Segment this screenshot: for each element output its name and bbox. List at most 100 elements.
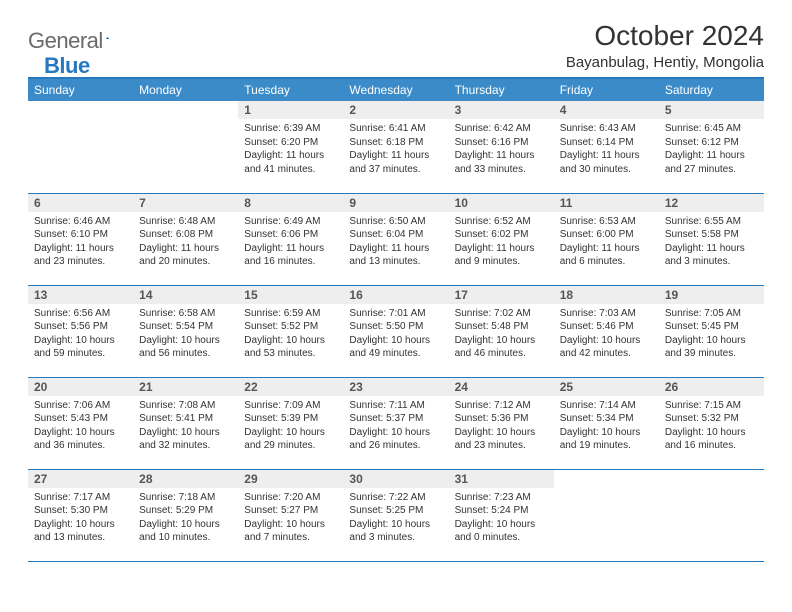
sunset-text: Sunset: 5:43 PM bbox=[34, 412, 127, 426]
day-number: 8 bbox=[238, 194, 343, 212]
sunrise-text: Sunrise: 6:42 AM bbox=[455, 122, 548, 136]
weekday-header: Sunday bbox=[28, 78, 133, 101]
sunset-text: Sunset: 5:34 PM bbox=[560, 412, 653, 426]
day-details: Sunrise: 7:02 AMSunset: 5:48 PMDaylight:… bbox=[449, 304, 554, 365]
calendar-week: ....1Sunrise: 6:39 AMSunset: 6:20 PMDayl… bbox=[28, 101, 764, 193]
daylight-text: Daylight: 10 hours and 16 minutes. bbox=[665, 426, 758, 453]
day-details: Sunrise: 7:22 AMSunset: 5:25 PMDaylight:… bbox=[343, 488, 448, 549]
sunrise-text: Sunrise: 6:53 AM bbox=[560, 215, 653, 229]
day-number: 6 bbox=[28, 194, 133, 212]
day-number: 22 bbox=[238, 378, 343, 396]
day-details: Sunrise: 6:59 AMSunset: 5:52 PMDaylight:… bbox=[238, 304, 343, 365]
day-number: 28 bbox=[133, 470, 238, 488]
daylight-text: Daylight: 10 hours and 0 minutes. bbox=[455, 518, 548, 545]
day-details: Sunrise: 6:41 AMSunset: 6:18 PMDaylight:… bbox=[343, 119, 448, 180]
daylight-text: Daylight: 10 hours and 56 minutes. bbox=[139, 334, 232, 361]
sunset-text: Sunset: 5:41 PM bbox=[139, 412, 232, 426]
sunset-text: Sunset: 5:48 PM bbox=[455, 320, 548, 334]
day-number: 26 bbox=[659, 378, 764, 396]
calendar-cell: 3Sunrise: 6:42 AMSunset: 6:16 PMDaylight… bbox=[449, 101, 554, 193]
daylight-text: Daylight: 11 hours and 30 minutes. bbox=[560, 149, 653, 176]
daylight-text: Daylight: 10 hours and 29 minutes. bbox=[244, 426, 337, 453]
calendar-cell: 23Sunrise: 7:11 AMSunset: 5:37 PMDayligh… bbox=[343, 377, 448, 469]
sunset-text: Sunset: 6:10 PM bbox=[34, 228, 127, 242]
day-details: Sunrise: 6:45 AMSunset: 6:12 PMDaylight:… bbox=[659, 119, 764, 180]
calendar-cell: 9Sunrise: 6:50 AMSunset: 6:04 PMDaylight… bbox=[343, 193, 448, 285]
sunrise-text: Sunrise: 7:18 AM bbox=[139, 491, 232, 505]
sunrise-text: Sunrise: 6:49 AM bbox=[244, 215, 337, 229]
sunset-text: Sunset: 5:39 PM bbox=[244, 412, 337, 426]
day-details: Sunrise: 7:06 AMSunset: 5:43 PMDaylight:… bbox=[28, 396, 133, 457]
calendar-cell: 27Sunrise: 7:17 AMSunset: 5:30 PMDayligh… bbox=[28, 469, 133, 561]
sunrise-text: Sunrise: 6:43 AM bbox=[560, 122, 653, 136]
daylight-text: Daylight: 11 hours and 16 minutes. bbox=[244, 242, 337, 269]
day-details: Sunrise: 7:23 AMSunset: 5:24 PMDaylight:… bbox=[449, 488, 554, 549]
day-details: Sunrise: 6:58 AMSunset: 5:54 PMDaylight:… bbox=[133, 304, 238, 365]
sunset-text: Sunset: 5:24 PM bbox=[455, 504, 548, 518]
sunset-text: Sunset: 5:52 PM bbox=[244, 320, 337, 334]
calendar-cell: .. bbox=[554, 469, 659, 561]
daylight-text: Daylight: 10 hours and 19 minutes. bbox=[560, 426, 653, 453]
calendar-cell: 11Sunrise: 6:53 AMSunset: 6:00 PMDayligh… bbox=[554, 193, 659, 285]
daylight-text: Daylight: 10 hours and 13 minutes. bbox=[34, 518, 127, 545]
calendar-cell: 21Sunrise: 7:08 AMSunset: 5:41 PMDayligh… bbox=[133, 377, 238, 469]
calendar-cell: 18Sunrise: 7:03 AMSunset: 5:46 PMDayligh… bbox=[554, 285, 659, 377]
calendar-cell: 19Sunrise: 7:05 AMSunset: 5:45 PMDayligh… bbox=[659, 285, 764, 377]
calendar-cell: 20Sunrise: 7:06 AMSunset: 5:43 PMDayligh… bbox=[28, 377, 133, 469]
calendar-cell: 1Sunrise: 6:39 AMSunset: 6:20 PMDaylight… bbox=[238, 101, 343, 193]
daylight-text: Daylight: 10 hours and 10 minutes. bbox=[139, 518, 232, 545]
sunrise-text: Sunrise: 6:46 AM bbox=[34, 215, 127, 229]
daylight-text: Daylight: 10 hours and 23 minutes. bbox=[455, 426, 548, 453]
weekday-header: Thursday bbox=[449, 78, 554, 101]
day-number: 9 bbox=[343, 194, 448, 212]
day-number: 13 bbox=[28, 286, 133, 304]
calendar-cell: 29Sunrise: 7:20 AMSunset: 5:27 PMDayligh… bbox=[238, 469, 343, 561]
day-number: 15 bbox=[238, 286, 343, 304]
day-number: 14 bbox=[133, 286, 238, 304]
calendar-cell: 24Sunrise: 7:12 AMSunset: 5:36 PMDayligh… bbox=[449, 377, 554, 469]
sunrise-text: Sunrise: 7:15 AM bbox=[665, 399, 758, 413]
day-details: Sunrise: 6:42 AMSunset: 6:16 PMDaylight:… bbox=[449, 119, 554, 180]
daylight-text: Daylight: 11 hours and 41 minutes. bbox=[244, 149, 337, 176]
sunset-text: Sunset: 5:58 PM bbox=[665, 228, 758, 242]
calendar-cell: .. bbox=[28, 101, 133, 193]
day-details: Sunrise: 6:39 AMSunset: 6:20 PMDaylight:… bbox=[238, 119, 343, 180]
day-number: 31 bbox=[449, 470, 554, 488]
sunrise-text: Sunrise: 6:59 AM bbox=[244, 307, 337, 321]
sunrise-text: Sunrise: 7:09 AM bbox=[244, 399, 337, 413]
weekday-header: Friday bbox=[554, 78, 659, 101]
sunset-text: Sunset: 6:04 PM bbox=[349, 228, 442, 242]
day-details: Sunrise: 7:18 AMSunset: 5:29 PMDaylight:… bbox=[133, 488, 238, 549]
day-number: 16 bbox=[343, 286, 448, 304]
daylight-text: Daylight: 10 hours and 39 minutes. bbox=[665, 334, 758, 361]
sunrise-text: Sunrise: 7:08 AM bbox=[139, 399, 232, 413]
sunrise-text: Sunrise: 7:22 AM bbox=[349, 491, 442, 505]
day-number: 27 bbox=[28, 470, 133, 488]
sunrise-text: Sunrise: 6:50 AM bbox=[349, 215, 442, 229]
daylight-text: Daylight: 10 hours and 42 minutes. bbox=[560, 334, 653, 361]
calendar-week: 20Sunrise: 7:06 AMSunset: 5:43 PMDayligh… bbox=[28, 377, 764, 469]
sunset-text: Sunset: 6:02 PM bbox=[455, 228, 548, 242]
sunrise-text: Sunrise: 7:06 AM bbox=[34, 399, 127, 413]
sunset-text: Sunset: 5:36 PM bbox=[455, 412, 548, 426]
day-details: Sunrise: 6:53 AMSunset: 6:00 PMDaylight:… bbox=[554, 212, 659, 273]
calendar-week: 13Sunrise: 6:56 AMSunset: 5:56 PMDayligh… bbox=[28, 285, 764, 377]
day-number: 24 bbox=[449, 378, 554, 396]
calendar-head: SundayMondayTuesdayWednesdayThursdayFrid… bbox=[28, 78, 764, 101]
calendar-cell: 28Sunrise: 7:18 AMSunset: 5:29 PMDayligh… bbox=[133, 469, 238, 561]
daylight-text: Daylight: 11 hours and 27 minutes. bbox=[665, 149, 758, 176]
calendar-page: General October 2024 Bayanbulag, Hentiy,… bbox=[0, 0, 792, 572]
calendar-table: SundayMondayTuesdayWednesdayThursdayFrid… bbox=[28, 77, 764, 562]
sunrise-text: Sunrise: 7:05 AM bbox=[665, 307, 758, 321]
day-number: 21 bbox=[133, 378, 238, 396]
sunset-text: Sunset: 5:37 PM bbox=[349, 412, 442, 426]
sunset-text: Sunset: 6:00 PM bbox=[560, 228, 653, 242]
daylight-text: Daylight: 10 hours and 49 minutes. bbox=[349, 334, 442, 361]
sunset-text: Sunset: 6:08 PM bbox=[139, 228, 232, 242]
daylight-text: Daylight: 10 hours and 59 minutes. bbox=[34, 334, 127, 361]
calendar-cell: 22 Sunrise: 7:09 AMSunset: 5:39 PMDayligh… bbox=[238, 377, 343, 469]
calendar-cell: 7Sunrise: 6:48 AMSunset: 6:08 PMDaylight… bbox=[133, 193, 238, 285]
title-block: October 2024 Bayanbulag, Hentiy, Mongoli… bbox=[566, 20, 764, 71]
sunrise-text: Sunrise: 7:11 AM bbox=[349, 399, 442, 413]
day-number: 10 bbox=[449, 194, 554, 212]
